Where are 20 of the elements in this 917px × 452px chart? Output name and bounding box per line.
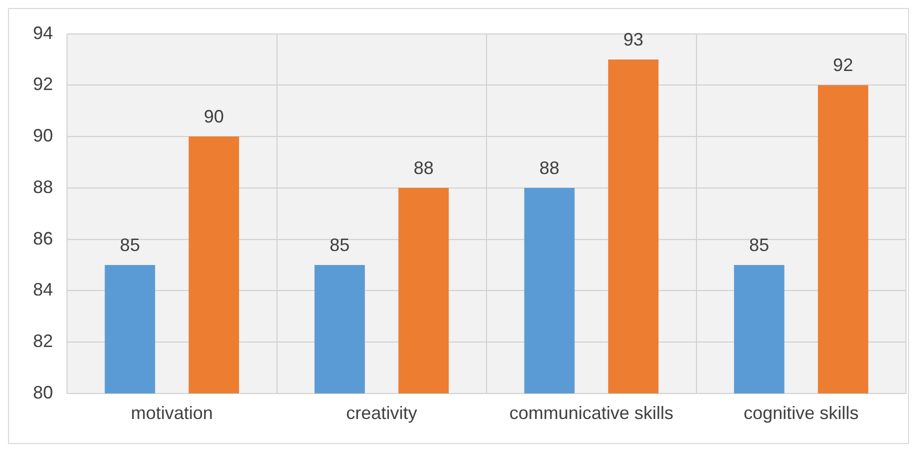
data-label: 85 bbox=[120, 234, 140, 255]
y-tick-label: 90 bbox=[32, 126, 54, 146]
y-tick-label: 88 bbox=[32, 176, 54, 197]
data-label: 88 bbox=[539, 158, 560, 178]
x-tick-label: motivation bbox=[130, 403, 213, 424]
x-tick-label: cognitive skills bbox=[744, 403, 859, 424]
data-label: 88 bbox=[414, 158, 434, 178]
y-tick-label: 94 bbox=[32, 22, 54, 43]
data-label: 92 bbox=[833, 55, 854, 76]
y-tick-label: 84 bbox=[32, 280, 54, 300]
data-label: 85 bbox=[749, 234, 770, 255]
y-tick-label: 92 bbox=[32, 74, 54, 94]
data-label: 85 bbox=[330, 234, 350, 255]
data-label: 93 bbox=[623, 29, 644, 50]
data-label: 90 bbox=[204, 106, 224, 127]
y-tick-label: 80 bbox=[32, 382, 54, 402]
x-tick-label: communicative skills bbox=[509, 403, 674, 424]
y-tick-label: 86 bbox=[32, 228, 54, 248]
y-tick-label: 82 bbox=[32, 330, 54, 351]
x-tick-label: creativity bbox=[346, 403, 418, 424]
